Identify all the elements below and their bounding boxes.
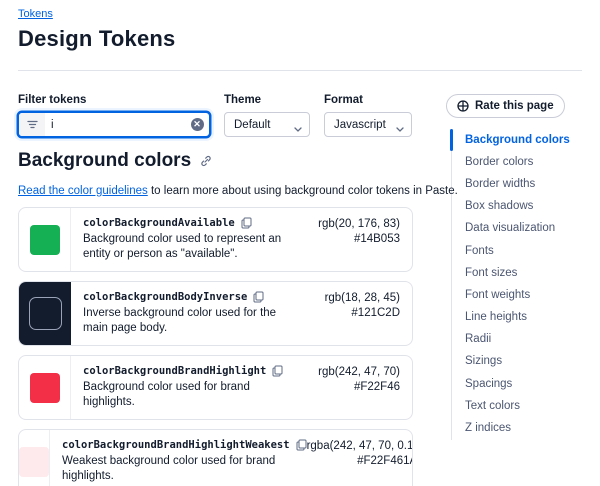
token-name: colorBackgroundBodyInverse [83, 291, 248, 303]
format-select[interactable]: Javascript [324, 112, 412, 137]
copy-icon[interactable] [272, 365, 283, 377]
token-description: Background color used to represent an en… [83, 233, 282, 260]
toc-item-text-colors[interactable]: Text colors [465, 399, 520, 412]
page-table-of-contents: Background colors Border colors Border w… [450, 129, 591, 440]
token-card: colorBackgroundBodyInverse Inverse backg… [18, 281, 413, 346]
token-name: colorBackgroundBrandHighlightWeakest [62, 439, 290, 451]
token-card: colorBackgroundAvailable Background colo… [18, 207, 413, 272]
token-hex: #121C2D [351, 307, 400, 319]
theme-group: Theme Default [224, 94, 310, 137]
toc-item-line-heights[interactable]: Line heights [465, 311, 528, 324]
token-rgb: rgba(242, 47, 70, 0.1) [306, 440, 413, 452]
rate-this-page-button[interactable]: Rate this page [446, 94, 565, 118]
color-swatch [28, 297, 62, 330]
token-name: colorBackgroundBrandHighlight [83, 365, 267, 377]
token-hex: #F22F461A [357, 455, 413, 467]
token-rgb: rgb(20, 176, 83) [318, 218, 400, 230]
swatch-cell [19, 430, 50, 486]
swatch-cell [19, 356, 71, 419]
theme-value: Default [234, 118, 271, 131]
header-divider [18, 70, 582, 71]
token-values: rgb(20, 176, 83) #14B053 [284, 208, 412, 271]
page-title: Design Tokens [18, 26, 176, 51]
token-rgb: rgb(18, 28, 45) [324, 292, 400, 304]
token-description: Background color used for brand highligh… [83, 381, 250, 408]
toc-item-font-sizes[interactable]: Font sizes [465, 266, 518, 279]
filter-input-wrap: ✕ [18, 112, 210, 137]
token-values: rgba(242, 47, 70, 0.1) #F22F461A [306, 430, 413, 486]
token-values: rgb(18, 28, 45) #121C2D [284, 282, 412, 345]
swatch-cell [19, 208, 71, 271]
token-description: Weakest background color used for brand … [62, 455, 276, 482]
breadcrumb: Tokens [18, 8, 53, 20]
filter-label: Filter tokens [18, 94, 87, 106]
toc-item-fonts[interactable]: Fonts [465, 244, 494, 257]
filter-group: Filter tokens ✕ [18, 94, 210, 137]
toc-item-data-visualization[interactable]: Data visualization [465, 222, 556, 235]
token-description: Inverse background color used for the ma… [83, 307, 277, 334]
filter-input[interactable] [45, 118, 187, 131]
toc-item-radii[interactable]: Radii [465, 333, 492, 346]
color-swatch [19, 446, 49, 477]
toc-item-font-weights[interactable]: Font weights [465, 288, 531, 301]
token-card: colorBackgroundBrandHighlightWeakest Wea… [18, 429, 413, 486]
toc-item-border-widths[interactable]: Border widths [465, 177, 536, 190]
section-title: Background colors [18, 150, 192, 171]
color-swatch [29, 372, 60, 403]
copy-icon[interactable] [296, 439, 307, 451]
chevron-down-icon [294, 123, 302, 135]
format-label: Format [324, 94, 363, 106]
toc-item-spacings[interactable]: Spacings [465, 377, 513, 390]
token-hex: #F22F46 [353, 381, 400, 393]
toc-item-border-colors[interactable]: Border colors [465, 155, 534, 168]
swatch-cell [19, 282, 71, 345]
filter-icon [19, 113, 45, 136]
toc-item-z-indices[interactable]: Z indices [465, 422, 512, 435]
section-intro: Read the color guidelines to learn more … [18, 185, 458, 197]
breadcrumb-tokens-link[interactable]: Tokens [18, 8, 53, 20]
token-info: colorBackgroundBrandHighlightWeakest Wea… [50, 430, 307, 486]
token-info: colorBackgroundBrandHighlight Background… [71, 356, 284, 419]
clear-filter-button[interactable]: ✕ [187, 113, 207, 136]
color-swatch [29, 224, 60, 255]
toc-item-box-shadows[interactable]: Box shadows [465, 200, 534, 213]
token-values: rgb(242, 47, 70) #F22F46 [284, 356, 412, 419]
anchor-link-icon[interactable] [200, 155, 212, 167]
rate-button-label: Rate this page [475, 100, 554, 112]
theme-select[interactable]: Default [224, 112, 310, 137]
token-rgb: rgb(242, 47, 70) [318, 366, 400, 378]
token-info: colorBackgroundBodyInverse Inverse backg… [71, 282, 284, 345]
feedback-icon [457, 100, 469, 112]
format-value: Javascript [334, 118, 386, 131]
clear-icon: ✕ [190, 118, 204, 131]
section-heading-row: Background colors [18, 150, 212, 172]
theme-label: Theme [224, 94, 262, 106]
token-info: colorBackgroundAvailable Background colo… [71, 208, 284, 271]
color-guidelines-link[interactable]: Read the color guidelines [18, 185, 148, 197]
copy-icon[interactable] [253, 291, 264, 303]
token-card: colorBackgroundBrandHighlight Background… [18, 355, 413, 420]
token-name: colorBackgroundAvailable [83, 217, 235, 229]
chevron-down-icon [396, 123, 404, 135]
toc-item-sizings[interactable]: Sizings [465, 355, 503, 368]
copy-icon[interactable] [241, 217, 252, 229]
token-card-list: colorBackgroundAvailable Background colo… [18, 207, 413, 486]
token-hex: #14B053 [353, 233, 400, 245]
toc-item-background-colors[interactable]: Background colors [450, 129, 591, 152]
controls-row: Filter tokens ✕ Theme Default Forma [18, 94, 412, 137]
format-group: Format Javascript [324, 94, 412, 137]
section-intro-text: to learn more about using background col… [147, 185, 458, 197]
